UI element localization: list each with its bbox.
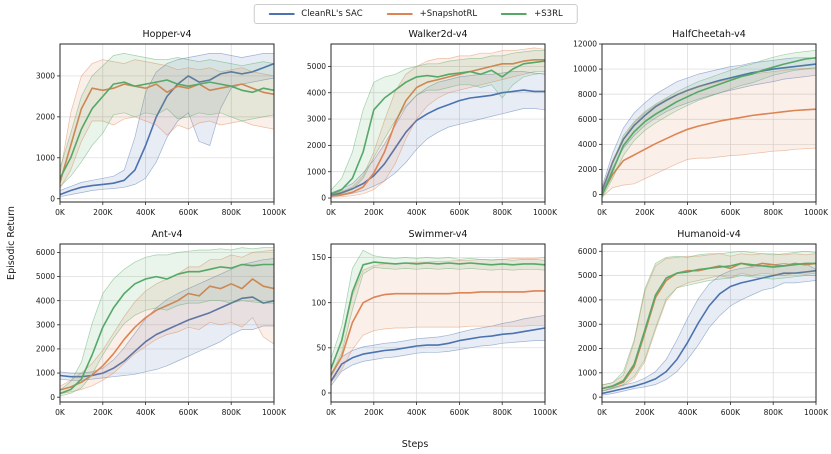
subplot-ant-v4: 0K 200K 400K 600K 800K 1000K 0 1000 2000 3000 4000… xyxy=(36,229,287,417)
svg-text:600K: 600K xyxy=(179,408,199,417)
line-swatch-blue xyxy=(268,13,295,15)
svg-text:4000: 4000 xyxy=(307,88,326,97)
svg-text:50: 50 xyxy=(316,343,326,352)
svg-text:1000K: 1000K xyxy=(533,208,558,217)
svg-text:0K: 0K xyxy=(597,208,608,217)
svg-text:0: 0 xyxy=(321,389,326,398)
svg-text:8000: 8000 xyxy=(578,90,597,99)
svg-text:0: 0 xyxy=(321,194,326,203)
svg-text:800K: 800K xyxy=(493,408,513,417)
svg-text:3000: 3000 xyxy=(578,320,597,329)
svg-text:3000: 3000 xyxy=(36,320,55,329)
subplot-swimmer-v4: 0K 200K 400K 600K 800K 1000K 0 50 100 150 Swimmer-… xyxy=(312,229,558,417)
svg-text:12000: 12000 xyxy=(573,40,597,49)
svg-text:1000K: 1000K xyxy=(804,408,829,417)
svg-text:600K: 600K xyxy=(721,208,741,217)
svg-text:2000: 2000 xyxy=(578,344,597,353)
svg-text:Hopper-v4: Hopper-v4 xyxy=(143,29,192,40)
svg-text:800K: 800K xyxy=(764,408,784,417)
legend-label: +SnapshotRL xyxy=(419,9,478,19)
svg-text:1000: 1000 xyxy=(578,368,597,377)
line-swatch-orange xyxy=(386,13,413,15)
svg-text:Ant-v4: Ant-v4 xyxy=(151,229,182,240)
svg-text:4000: 4000 xyxy=(578,296,597,305)
legend-label: CleanRL's SAC xyxy=(301,9,363,19)
svg-text:5000: 5000 xyxy=(36,272,55,281)
svg-text:1000: 1000 xyxy=(36,153,55,162)
svg-text:200K: 200K xyxy=(364,408,384,417)
svg-text:3000: 3000 xyxy=(307,115,326,124)
svg-text:2000: 2000 xyxy=(36,112,55,121)
svg-text:1000K: 1000K xyxy=(804,208,829,217)
svg-text:200K: 200K xyxy=(364,208,384,217)
svg-text:400K: 400K xyxy=(407,408,427,417)
svg-text:0K: 0K xyxy=(55,408,66,417)
subplot-humanoid-v4: 0K 200K 400K 600K 800K 1000K 0 1000 2000 3000 4000… xyxy=(578,229,829,417)
legend-label: +S3RL xyxy=(534,9,563,19)
svg-text:5000: 5000 xyxy=(307,62,326,71)
svg-text:10000: 10000 xyxy=(573,65,597,74)
svg-text:150: 150 xyxy=(312,253,327,262)
svg-text:1000K: 1000K xyxy=(533,408,558,417)
svg-text:600K: 600K xyxy=(450,408,470,417)
svg-text:0: 0 xyxy=(50,393,55,402)
svg-text:0: 0 xyxy=(592,393,597,402)
svg-text:1000K: 1000K xyxy=(262,208,287,217)
svg-text:100: 100 xyxy=(312,298,327,307)
legend-item-s3rl: +S3RL xyxy=(501,9,563,19)
svg-text:6000: 6000 xyxy=(578,115,597,124)
svg-text:Swimmer-v4: Swimmer-v4 xyxy=(409,229,468,240)
legend-item-cleanrl-sac: CleanRL's SAC xyxy=(268,9,363,19)
svg-text:200K: 200K xyxy=(93,208,113,217)
svg-text:600K: 600K xyxy=(179,208,199,217)
subplot-halfcheetah-v4: 0K 200K 400K 600K 800K 1000K 0 2000 4000 6000 8000… xyxy=(573,29,829,217)
x-axis-label: Steps xyxy=(401,439,429,450)
svg-text:800K: 800K xyxy=(764,208,784,217)
svg-text:600K: 600K xyxy=(721,408,741,417)
svg-text:400K: 400K xyxy=(136,408,156,417)
svg-text:0K: 0K xyxy=(55,208,66,217)
svg-text:800K: 800K xyxy=(222,208,242,217)
svg-text:0K: 0K xyxy=(326,408,337,417)
svg-text:400K: 400K xyxy=(136,208,156,217)
line-swatch-green xyxy=(501,13,528,15)
svg-text:200K: 200K xyxy=(635,208,655,217)
svg-text:Humanoid-v4: Humanoid-v4 xyxy=(677,229,741,240)
legend-item-snapshotrl: +SnapshotRL xyxy=(386,9,478,19)
svg-text:400K: 400K xyxy=(407,208,427,217)
subplot-walker2d-v4: 0K 200K 400K 600K 800K 1000K 0 1000 2000 3000 4000… xyxy=(307,29,558,217)
svg-text:5000: 5000 xyxy=(578,271,597,280)
subplot-hopper-v4: 0K 200K 400K 600K 800K 1000K 0 1000 2000 3000 Hopp… xyxy=(36,29,287,217)
svg-text:4000: 4000 xyxy=(36,296,55,305)
svg-text:600K: 600K xyxy=(450,208,470,217)
svg-text:1000: 1000 xyxy=(307,167,326,176)
svg-text:400K: 400K xyxy=(678,208,698,217)
svg-text:Walker2d-v4: Walker2d-v4 xyxy=(408,29,467,40)
svg-text:6000: 6000 xyxy=(578,247,597,256)
subplot-grid: 0K 200K 400K 600K 800K 1000K 0 1000 2000 3000 Hopp… xyxy=(16,28,829,424)
svg-text:6000: 6000 xyxy=(36,248,55,257)
svg-text:0K: 0K xyxy=(597,408,608,417)
svg-text:200K: 200K xyxy=(93,408,113,417)
svg-text:2000: 2000 xyxy=(36,345,55,354)
svg-text:HalfCheetah-v4: HalfCheetah-v4 xyxy=(672,29,746,40)
svg-text:2000: 2000 xyxy=(578,165,597,174)
svg-text:800K: 800K xyxy=(493,208,513,217)
svg-text:400K: 400K xyxy=(678,408,698,417)
svg-text:0: 0 xyxy=(50,194,55,203)
svg-text:0: 0 xyxy=(592,190,597,199)
svg-text:4000: 4000 xyxy=(578,140,597,149)
svg-text:200K: 200K xyxy=(635,408,655,417)
svg-text:800K: 800K xyxy=(222,408,242,417)
svg-text:0K: 0K xyxy=(326,208,337,217)
svg-text:2000: 2000 xyxy=(307,141,326,150)
svg-text:1000K: 1000K xyxy=(262,408,287,417)
svg-text:3000: 3000 xyxy=(36,72,55,81)
legend: CleanRL's SAC +SnapshotRL +S3RL xyxy=(253,4,578,24)
svg-text:1000: 1000 xyxy=(36,369,55,378)
